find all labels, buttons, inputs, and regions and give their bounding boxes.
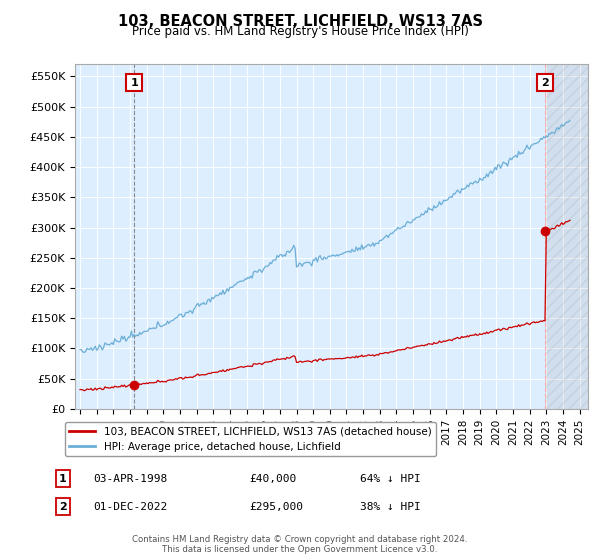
Text: 2: 2 [541, 77, 549, 87]
Text: 1: 1 [130, 77, 138, 87]
Text: Contains HM Land Registry data © Crown copyright and database right 2024.
This d: Contains HM Land Registry data © Crown c… [132, 535, 468, 554]
Text: 103, BEACON STREET, LICHFIELD, WS13 7AS: 103, BEACON STREET, LICHFIELD, WS13 7AS [118, 14, 482, 29]
Text: £40,000: £40,000 [249, 474, 296, 484]
Text: 01-DEC-2022: 01-DEC-2022 [93, 502, 167, 512]
Text: 03-APR-1998: 03-APR-1998 [93, 474, 167, 484]
Text: Price paid vs. HM Land Registry's House Price Index (HPI): Price paid vs. HM Land Registry's House … [131, 25, 469, 38]
Text: 38% ↓ HPI: 38% ↓ HPI [360, 502, 421, 512]
Legend: 103, BEACON STREET, LICHFIELD, WS13 7AS (detached house), HPI: Average price, de: 103, BEACON STREET, LICHFIELD, WS13 7AS … [65, 422, 436, 456]
Bar [545, 64, 588, 409]
Text: 2: 2 [59, 502, 67, 512]
Text: 64% ↓ HPI: 64% ↓ HPI [360, 474, 421, 484]
Text: £295,000: £295,000 [249, 502, 303, 512]
Text: 1: 1 [59, 474, 67, 484]
